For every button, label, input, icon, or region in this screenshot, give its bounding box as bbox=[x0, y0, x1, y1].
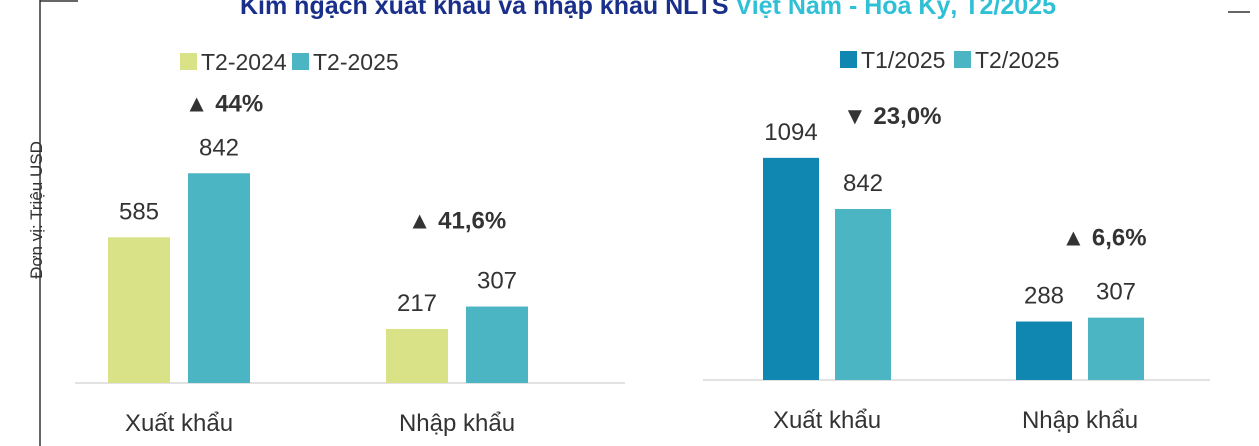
bar bbox=[835, 209, 891, 380]
legend-swatch bbox=[840, 51, 857, 68]
bar bbox=[108, 237, 170, 383]
legend-label: T1/2025 bbox=[861, 47, 945, 73]
bar bbox=[386, 328, 448, 383]
chart-title: Kim ngạch xuất khẩu và nhập khẩu NLTS Vi… bbox=[240, 0, 1056, 20]
value-label: 1094 bbox=[764, 119, 817, 146]
legend-swatch bbox=[954, 51, 971, 68]
title-text: Kim ngạch xuất khẩu và nhập khẩu NLTS bbox=[240, 0, 735, 20]
y-axis-label: Đơn vị: Triệu USD bbox=[27, 141, 46, 279]
legend-label: T2/2025 bbox=[975, 47, 1059, 73]
legend-label: T2-2025 bbox=[313, 49, 399, 75]
bar bbox=[1088, 317, 1144, 380]
value-label: 585 bbox=[119, 198, 159, 225]
title-highlight: Việt Nam - Hoa Kỳ, T2/2025 bbox=[735, 0, 1056, 20]
x-tick-label: Xuất khẩu bbox=[125, 410, 233, 437]
x-tick-label: Nhập khẩu bbox=[399, 410, 515, 437]
bar bbox=[1016, 321, 1072, 380]
annotation: ▲ 6,6% bbox=[1061, 225, 1146, 252]
bar bbox=[763, 157, 819, 380]
value-label: 288 bbox=[1024, 283, 1064, 310]
value-label: 842 bbox=[843, 170, 883, 197]
legend-swatch bbox=[180, 53, 197, 70]
value-label: 842 bbox=[199, 134, 239, 161]
annotation: ▲ 41,6% bbox=[408, 208, 506, 235]
legend-swatch bbox=[292, 53, 309, 70]
annotation: ▲ 44% bbox=[185, 90, 263, 117]
value-label: 307 bbox=[1096, 279, 1136, 306]
value-label: 217 bbox=[397, 290, 437, 317]
bar bbox=[466, 306, 528, 383]
legend-label: T2-2024 bbox=[201, 49, 287, 75]
value-label: 307 bbox=[477, 268, 517, 295]
bar bbox=[188, 173, 250, 383]
x-tick-label: Xuất khẩu bbox=[773, 407, 881, 434]
annotation: ▼ 23,0% bbox=[843, 103, 941, 130]
x-tick-label: Nhập khẩu bbox=[1022, 407, 1138, 434]
